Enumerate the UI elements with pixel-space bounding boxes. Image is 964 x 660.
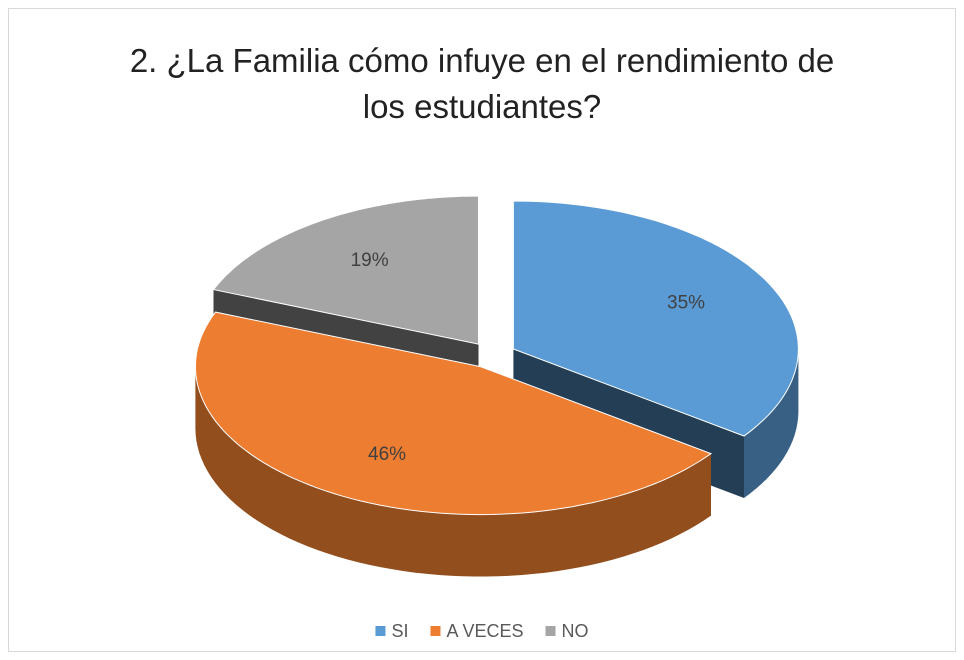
slice <box>212 195 479 345</box>
slice <box>512 200 799 437</box>
slice-side <box>195 366 711 577</box>
slice <box>195 311 713 516</box>
legend-label: SI <box>391 621 408 641</box>
data-label: 35% <box>667 292 705 313</box>
legend: SI A VECES NO <box>375 621 589 641</box>
legend-label: A VECES <box>446 621 523 641</box>
legend-swatch <box>545 626 556 636</box>
legend-swatch <box>430 626 441 636</box>
slice-side <box>744 349 799 498</box>
chart-title: 2. ¿La Familia cómo infuye en el rendimi… <box>129 42 835 125</box>
legend-label: NO <box>562 621 589 641</box>
data-label: 19% <box>351 250 389 271</box>
legend-swatch <box>375 626 386 636</box>
data-label: 46% <box>368 444 406 465</box>
